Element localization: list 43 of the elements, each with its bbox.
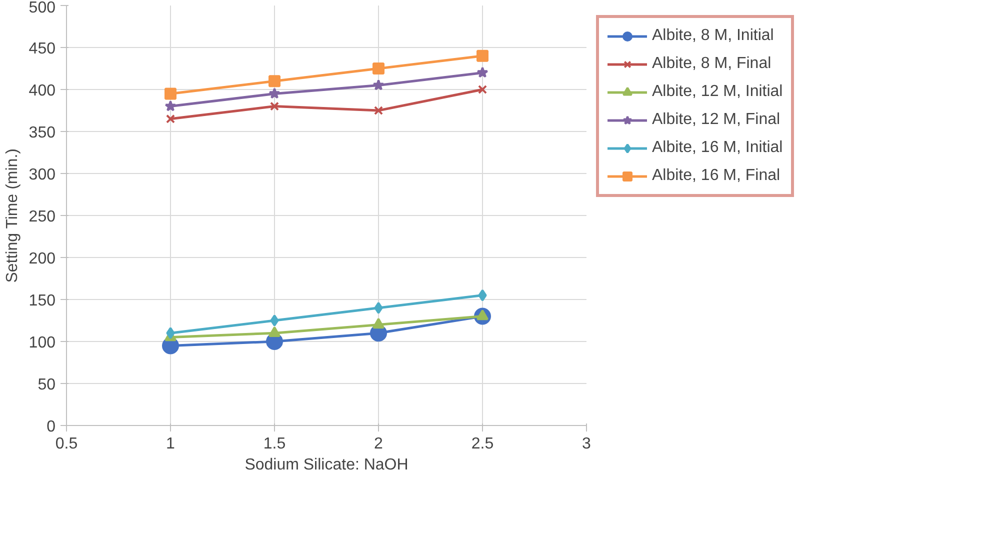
legend-label: Albite, 16 M, Initial xyxy=(652,139,783,157)
y-tick-label: 200 xyxy=(28,250,56,268)
x-axis-title: Sodium Silicate: NaOH xyxy=(244,456,408,474)
point xyxy=(478,289,487,302)
y-tick-label: 400 xyxy=(28,82,56,100)
x-tick-label: 2 xyxy=(374,436,384,452)
y-tick-label: 500 xyxy=(28,0,56,16)
point xyxy=(268,88,280,99)
x-tick-label: 3 xyxy=(582,436,592,452)
y-tick-label: 300 xyxy=(28,166,56,184)
point xyxy=(374,302,383,314)
legend-label: Albite, 8 M, Initial xyxy=(652,27,774,45)
point xyxy=(166,114,176,124)
y-tick-label: 50 xyxy=(38,376,56,394)
y-tick-label: 0 xyxy=(46,418,56,436)
point xyxy=(270,314,279,326)
legend-label: Albite, 12 M, Initial xyxy=(652,83,783,101)
legend-label: Albite, 12 M, Final xyxy=(652,111,780,129)
point xyxy=(268,75,280,88)
legend-label: Albite, 16 M, Final xyxy=(652,167,780,185)
point xyxy=(270,102,280,111)
point xyxy=(372,318,384,329)
point xyxy=(164,88,176,100)
x-tick-label: 0.5 xyxy=(55,436,78,452)
point xyxy=(268,326,280,337)
point xyxy=(164,100,176,112)
point xyxy=(374,106,384,116)
point xyxy=(372,79,384,90)
y-tick-label: 150 xyxy=(28,292,56,310)
x-tick-label: 1.5 xyxy=(263,436,286,452)
point xyxy=(372,62,384,74)
y-tick-label: 250 xyxy=(28,208,56,226)
point xyxy=(476,66,488,78)
point xyxy=(478,84,488,94)
x-tick-label: 2.5 xyxy=(471,436,494,452)
y-axis-title: Setting Time (min.) xyxy=(4,148,21,283)
y-tick-label: 100 xyxy=(28,334,56,352)
y-tick-label: 450 xyxy=(28,40,56,58)
point xyxy=(166,327,175,340)
point xyxy=(476,50,488,62)
x-tick-label: 1 xyxy=(166,436,176,452)
legend-label: Albite, 8 M, Final xyxy=(652,55,772,73)
y-tick-label: 350 xyxy=(28,124,56,142)
